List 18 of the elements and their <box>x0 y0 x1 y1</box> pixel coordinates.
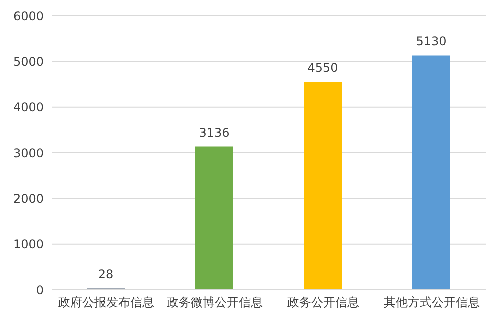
y-tick-label: 0 <box>36 283 44 298</box>
bar <box>196 146 234 290</box>
x-tick-label: 其他方式公开信息 <box>384 296 480 310</box>
x-tick-label: 政务公开信息 <box>287 296 360 310</box>
y-tick-label: 1000 <box>13 238 44 252</box>
x-tick-label: 政府公报发布信息 <box>58 296 154 310</box>
y-tick-label: 3000 <box>13 146 44 160</box>
data-label: 28 <box>98 268 114 282</box>
y-tick-label: 4000 <box>13 100 44 115</box>
bar <box>412 56 450 290</box>
x-tick-label: 政务微博公开信息 <box>166 296 263 310</box>
data-label: 4550 <box>308 61 338 76</box>
y-tick-label: 2000 <box>13 192 44 206</box>
y-tick-label: 6000 <box>13 9 44 24</box>
bar <box>304 82 342 290</box>
data-label: 5130 <box>416 34 447 49</box>
data-label: 3136 <box>199 126 230 140</box>
y-tick-label: 5000 <box>13 54 44 69</box>
